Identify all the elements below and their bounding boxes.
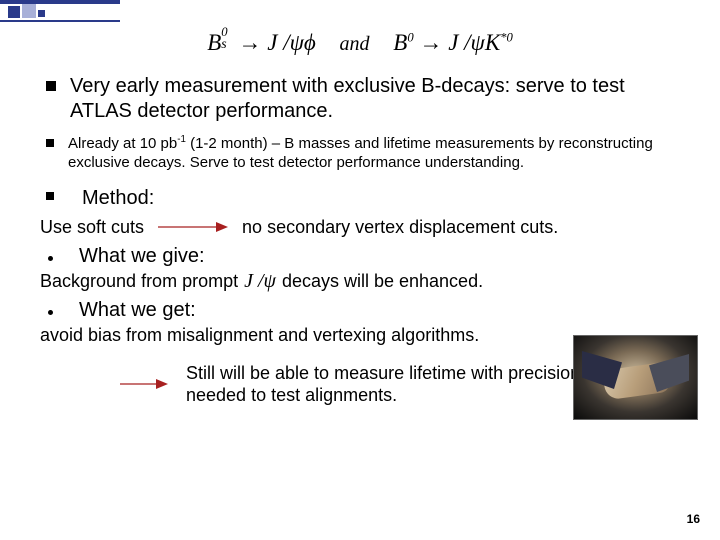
no-secondary-text: no secondary vertex displacement cuts. (242, 216, 558, 239)
arrow-icon (158, 220, 228, 234)
square-bullet-icon (46, 139, 54, 147)
dot-bullet-icon (48, 310, 53, 315)
square-bullet-icon (46, 81, 56, 91)
bullet-2: Already at 10 pb-1 (1-2 month) – B masse… (40, 134, 680, 173)
what-we-get-label: What we get: (79, 299, 196, 322)
what-we-give-row: What we give: (40, 245, 680, 268)
bg-formula: J /ψ (244, 270, 276, 293)
bullet-1-text: Very early measurement with exclusive B-… (70, 74, 680, 124)
bg-prefix: Background from prompt (40, 270, 238, 293)
bullet-2-text: Already at 10 pb-1 (1-2 month) – B masse… (68, 134, 680, 173)
use-soft-cuts-row: Use soft cuts no secondary vertex displa… (40, 216, 680, 239)
what-we-give-label: What we give: (79, 245, 205, 268)
bg-suffix: decays will be enhanced. (282, 270, 483, 293)
formula-and: and (340, 33, 370, 55)
square-bullet-icon (46, 192, 54, 200)
background-row: Background from prompt J /ψ decays will … (40, 270, 680, 293)
handshake-image (573, 335, 698, 420)
title-formula: B0s → J /ψϕ and B0 → J /ψK*0 (40, 30, 680, 56)
what-we-get-row: What we get: (40, 299, 680, 322)
method-row: Method: (40, 187, 680, 214)
use-soft-cuts-text: Use soft cuts (40, 216, 144, 239)
formula-left: B0s → J /ψϕ (207, 30, 316, 55)
formula-right: B0 → J /ψK*0 (393, 30, 513, 55)
dot-bullet-icon (48, 256, 53, 261)
corner-decoration (0, 0, 120, 25)
arrow-icon (120, 377, 168, 391)
page-number: 16 (687, 512, 700, 526)
bottom-text: Still will be able to measure lifetime w… (186, 362, 586, 407)
bullet-1: Very early measurement with exclusive B-… (40, 74, 680, 124)
method-label: Method: (82, 187, 154, 210)
